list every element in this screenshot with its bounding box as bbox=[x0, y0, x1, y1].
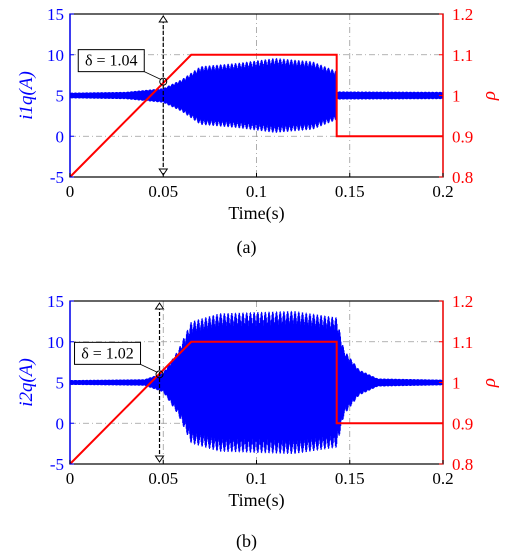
panel-caption: (b) bbox=[236, 531, 257, 552]
y-left-tick-label: 10 bbox=[47, 46, 64, 65]
y-left-tick-label: 0 bbox=[56, 414, 65, 433]
y-right-tick-label: 0.9 bbox=[452, 127, 473, 146]
rho-line bbox=[69, 53, 443, 178]
x-tick-label: 0.2 bbox=[432, 182, 453, 201]
y-left-tick-label: 10 bbox=[47, 333, 64, 352]
annotation-label: δ = 1.04 bbox=[85, 53, 138, 70]
marker-arrow-up-icon bbox=[158, 15, 169, 23]
x-tick-label: 0 bbox=[66, 182, 75, 201]
y-left-tick-label: 5 bbox=[56, 374, 65, 393]
x-tick-label: 0 bbox=[66, 469, 75, 488]
annotation-point bbox=[155, 370, 164, 379]
x-tick-label: 0.1 bbox=[246, 182, 267, 201]
chart-panel-a: δ = 1.040 0.05 0.1 0.15 0.2-50510150.80.911.… bbox=[16, 5, 500, 258]
y-right-tick-label: 0.9 bbox=[452, 414, 473, 433]
current-signal-line bbox=[69, 58, 444, 133]
annotation-leader bbox=[144, 71, 162, 81]
y-right-tick-label: 1.1 bbox=[452, 333, 473, 352]
x-tick-label: 0.15 bbox=[335, 182, 365, 201]
y-left-tick-label: 0 bbox=[56, 127, 65, 146]
panel-caption: (a) bbox=[237, 237, 257, 258]
y-left-tick-label: -5 bbox=[50, 168, 64, 187]
annotation-label: δ = 1.02 bbox=[81, 345, 134, 362]
current-signal-line bbox=[69, 310, 444, 455]
y-right-tick-label: 1 bbox=[452, 87, 461, 106]
chart-panel-b: δ = 1.020 0.05 0.1 0.15 0.2-50510150.80.911.… bbox=[16, 292, 500, 552]
y-left-axis-label: i1q(A) bbox=[16, 71, 37, 120]
y-right-axis-label: ρ bbox=[479, 378, 500, 388]
y-right-tick-label: 1 bbox=[452, 374, 461, 393]
y-right-axis-label: ρ bbox=[479, 91, 500, 101]
y-right-tick-label: 0.8 bbox=[452, 455, 473, 474]
marker-arrow-down-icon bbox=[154, 455, 165, 463]
marker-arrow-up-icon bbox=[154, 302, 165, 310]
y-right-tick-label: 1.2 bbox=[452, 5, 473, 24]
y-right-tick-label: 1.2 bbox=[452, 292, 473, 311]
y-left-tick-label: -5 bbox=[50, 455, 64, 474]
y-left-tick-label: 15 bbox=[47, 5, 64, 24]
annotation-box bbox=[77, 49, 145, 73]
x-tick-label: 0.1 bbox=[246, 469, 267, 488]
y-right-tick-label: 0.8 bbox=[452, 168, 473, 187]
x-tick-label: 0.2 bbox=[432, 469, 453, 488]
x-axis-label: Time(s) bbox=[228, 490, 284, 511]
x-tick-label: 0.05 bbox=[148, 469, 178, 488]
y-left-tick-label: 5 bbox=[56, 87, 65, 106]
rho-line bbox=[69, 340, 443, 465]
x-tick-label: 0.05 bbox=[148, 182, 178, 201]
annotation-leader bbox=[140, 363, 158, 373]
annotation-box bbox=[74, 341, 142, 365]
y-left-tick-label: 15 bbox=[47, 292, 64, 311]
marker-arrow-down-icon bbox=[158, 168, 169, 176]
y-right-tick-label: 1.1 bbox=[452, 46, 473, 65]
x-tick-label: 0.15 bbox=[335, 469, 365, 488]
y-left-axis-label: i2q(A) bbox=[16, 358, 37, 407]
x-axis-label: Time(s) bbox=[228, 203, 284, 224]
annotation-point bbox=[159, 77, 168, 86]
